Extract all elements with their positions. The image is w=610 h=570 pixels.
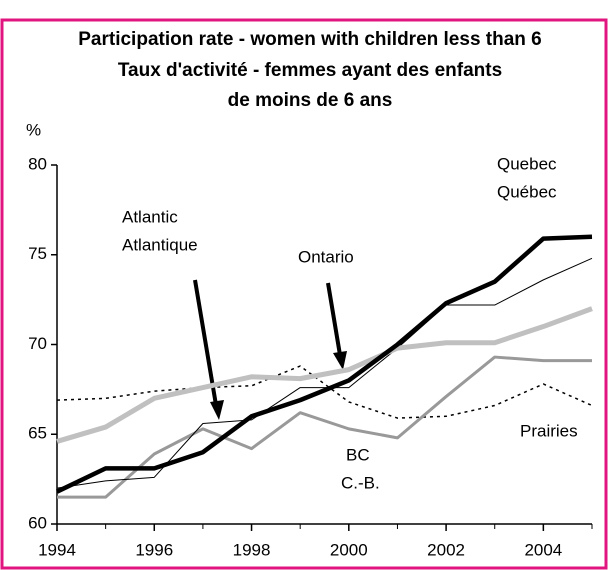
y-tick-label: 80 [28, 154, 47, 173]
y-tick-label: 65 [28, 424, 47, 443]
frame [0, 18, 608, 570]
x-tick-label: 1998 [233, 540, 271, 559]
y-tick-label: 75 [28, 244, 47, 263]
arrow [326, 282, 342, 356]
y-tick-label: 60 [28, 513, 47, 532]
x-tick-label: 2004 [524, 540, 562, 559]
chart-title: Participation rate - women with children… [78, 29, 542, 50]
arrow-head [333, 351, 347, 370]
series-label: BC [346, 445, 370, 464]
series-label: Ontario [298, 247, 354, 266]
x-tick-label: 2002 [427, 540, 465, 559]
series-label: Quebec [497, 154, 557, 173]
x-tick-label: 1994 [38, 540, 76, 559]
chart-title: Taux d'activité - femmes ayant des enfan… [118, 60, 502, 81]
series-line [56, 306, 593, 444]
series-line [57, 355, 592, 499]
y-axis-label: % [26, 120, 41, 139]
y-tick-label: 70 [28, 334, 47, 353]
series-label: Atlantique [122, 235, 198, 254]
series-label: C.-B. [341, 473, 380, 492]
series-label: Prairies [520, 421, 578, 440]
x-tick-label: 2000 [330, 540, 368, 559]
x-tick-label: 1996 [135, 540, 173, 559]
series-label: Québec [497, 182, 557, 201]
arrows [193, 279, 347, 420]
series-line [56, 257, 593, 489]
series-line [56, 234, 593, 494]
series-label: Atlantic [122, 207, 178, 226]
arrow-head [210, 400, 224, 420]
chart-title: de moins de 6 ans [228, 90, 393, 111]
